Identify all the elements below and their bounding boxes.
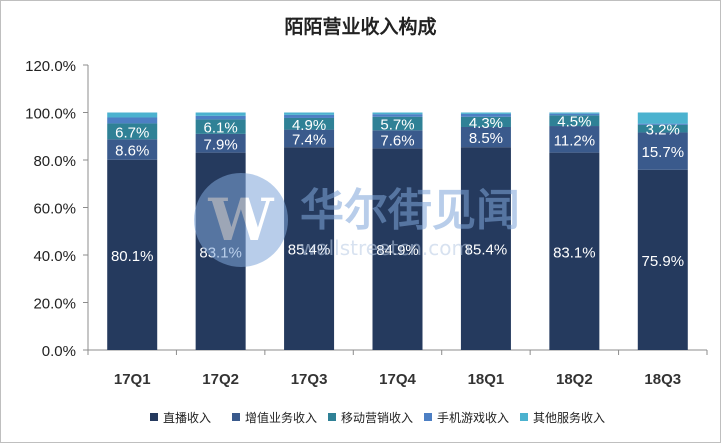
bar-segment	[107, 117, 158, 124]
data-label: 5.7%	[380, 117, 414, 134]
legend-label: 增值业务收入	[245, 410, 317, 425]
bar-segment	[195, 115, 246, 120]
x-tick-label: 17Q2	[202, 371, 239, 388]
data-label: 6.7%	[115, 124, 149, 141]
data-label: 6.1%	[204, 120, 238, 137]
data-label: 3.2%	[646, 122, 680, 139]
bar-segment	[637, 169, 688, 350]
data-label: 83.1%	[553, 244, 596, 261]
data-label: 4.5%	[557, 114, 591, 131]
legend-label: 移动营销收入	[341, 411, 413, 425]
data-label: 7.4%	[292, 131, 326, 148]
y-tick-label: 120.0%	[25, 58, 76, 75]
data-label: 4.9%	[292, 117, 326, 134]
bar-segment	[549, 115, 600, 127]
legend-label: 直播收入	[163, 411, 211, 425]
legend: 直播收入 增值业务收入 移动营销收入 手机游戏收入 其他服务收入	[150, 410, 605, 425]
y-tick-label: 40.0%	[33, 248, 76, 265]
data-label: 84.9%	[376, 242, 419, 259]
watermark-en: wallstreetcn.com	[300, 236, 471, 260]
bar-segment	[460, 112, 511, 114]
bar-segment	[372, 148, 423, 350]
legend-swatch	[150, 413, 158, 421]
watermark-logo-circle	[194, 173, 288, 267]
bar-segment	[107, 159, 158, 350]
bar-segment	[372, 116, 423, 131]
y-tick-label: 100.0%	[25, 106, 76, 123]
y-tick-label: 20.0%	[33, 296, 76, 313]
bar-segment	[549, 112, 600, 114]
x-tick-label: 17Q3	[291, 371, 328, 388]
bar-segment	[637, 123, 688, 125]
legend-swatch	[328, 413, 336, 421]
bar-segment	[284, 117, 335, 130]
data-label: 8.6%	[115, 143, 149, 160]
data-label: 4.3%	[469, 115, 503, 132]
bars	[107, 112, 688, 350]
y-tick-label: 60.0%	[33, 201, 76, 218]
bar-segment	[637, 112, 688, 124]
bar-segment	[460, 147, 511, 350]
bar-segment	[195, 119, 246, 134]
watermark: W 华尔街见闻 wallstreetcn.com	[194, 173, 520, 267]
data-label: 8.5%	[469, 130, 503, 147]
data-label: 80.1%	[111, 248, 154, 265]
data-label: 7.6%	[380, 132, 414, 149]
data-label: 85.4%	[288, 242, 331, 259]
bar-segment	[460, 116, 511, 127]
data-label: 75.9%	[642, 253, 685, 270]
bar-segment	[284, 114, 335, 118]
bar-segment	[372, 112, 423, 115]
bar-segment	[195, 112, 246, 116]
bar-segment	[549, 113, 600, 116]
data-label: 7.9%	[204, 136, 238, 153]
bar-segment	[460, 113, 511, 117]
watermark-cn: 华尔街见闻	[300, 185, 520, 236]
bar-segment	[107, 123, 158, 140]
legend-label: 其他服务收入	[533, 410, 605, 425]
bar-segment	[460, 126, 511, 148]
legend-swatch	[232, 413, 240, 421]
y-tick-label: 80.0%	[33, 153, 76, 170]
bar-segment	[107, 112, 158, 118]
bar-segment	[372, 114, 423, 117]
bar-segment	[372, 130, 423, 149]
x-tick-label: 17Q4	[379, 371, 416, 388]
data-label: 85.4%	[465, 242, 508, 259]
x-tick-label: 18Q1	[468, 371, 505, 388]
y-tick-label: 0.0%	[42, 343, 76, 360]
bar-segment	[637, 124, 688, 133]
bar-segment	[549, 152, 600, 350]
watermark-logo-letter: W	[207, 186, 274, 254]
axes: 0.0% 20.0% 40.0% 60.0% 80.0% 100.0% 120.0% 17Q1…	[25, 58, 708, 388]
chart-title: 陌陌营业收入构成	[284, 16, 437, 38]
legend-swatch	[424, 413, 432, 421]
legend-label: 手机游戏收入	[437, 411, 509, 425]
data-label: 15.7%	[642, 144, 685, 161]
legend-swatch	[520, 413, 528, 421]
bar-segment	[637, 132, 688, 170]
data-labels: 80.1% 8.6% 6.7% 83.1% 7.9%6.1% 85.4% 7.4%4.9% 8…	[111, 114, 684, 270]
bar-segment	[195, 133, 246, 153]
x-tick-label: 18Q2	[556, 371, 593, 388]
data-label: 11.2%	[554, 132, 595, 149]
bar-segment	[107, 139, 158, 160]
x-tick-label: 18Q3	[644, 371, 681, 388]
bar-segment	[284, 147, 335, 350]
bar-segment	[284, 112, 335, 115]
x-tick-label: 17Q1	[114, 371, 151, 388]
bar-segment	[284, 129, 335, 148]
bar-segment	[549, 126, 600, 153]
